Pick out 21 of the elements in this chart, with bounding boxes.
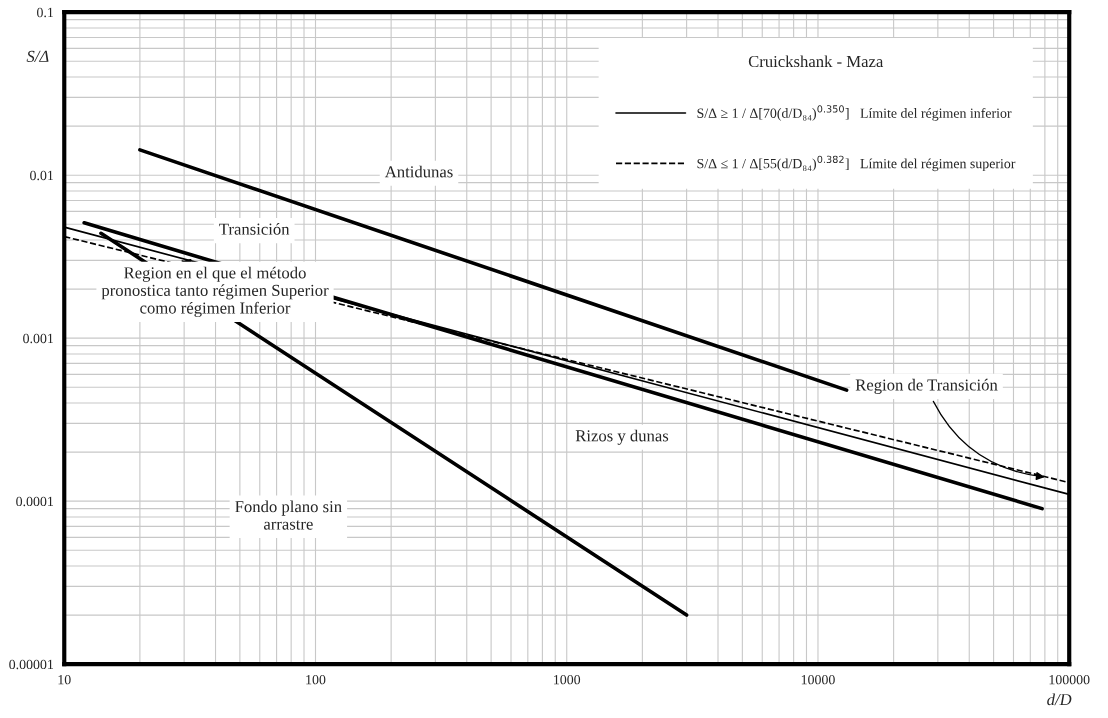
y-tick-label: 0.1 <box>37 7 54 18</box>
x-tick-label: 1000 <box>554 674 581 685</box>
annotation: Fondo plano sin arrastre <box>235 500 342 530</box>
x-axis-title: d/D <box>1047 693 1072 706</box>
annotation: Transición <box>219 223 290 235</box>
x-tick-label: 10000 <box>801 674 835 685</box>
y-axis-title: S/Δ <box>26 50 49 63</box>
y-tick-label: 0.01 <box>30 170 54 181</box>
legend-title: Cruickshank - Maza <box>748 55 884 68</box>
annotation: Antidunas <box>384 165 453 178</box>
legend-label: S/Δ ≥ 1 / Δ[70(d/D₈₄)$^{0.350}$] Límite del régimen inferior <box>697 105 1012 121</box>
legend-label: S/Δ ≤ 1 / Δ[55(d/D₈₄)$^{0.382}$] Límite del régimen superior <box>697 155 1016 172</box>
annotation: Region de Transición <box>855 378 998 395</box>
x-tick-label: 100000 <box>1049 674 1090 685</box>
annotation: Region en el que el método pronostica tanto régimen Superior como régimen Inferior <box>101 266 329 318</box>
y-tick-label: 0.00001 <box>9 659 54 670</box>
x-tick-label: 100 <box>306 674 326 685</box>
annotation: Rizos y dunas <box>575 429 669 445</box>
y-tick-label: 0.0001 <box>16 496 54 507</box>
y-tick-label: 0.001 <box>23 333 54 344</box>
x-tick-label: 10 <box>58 674 71 685</box>
